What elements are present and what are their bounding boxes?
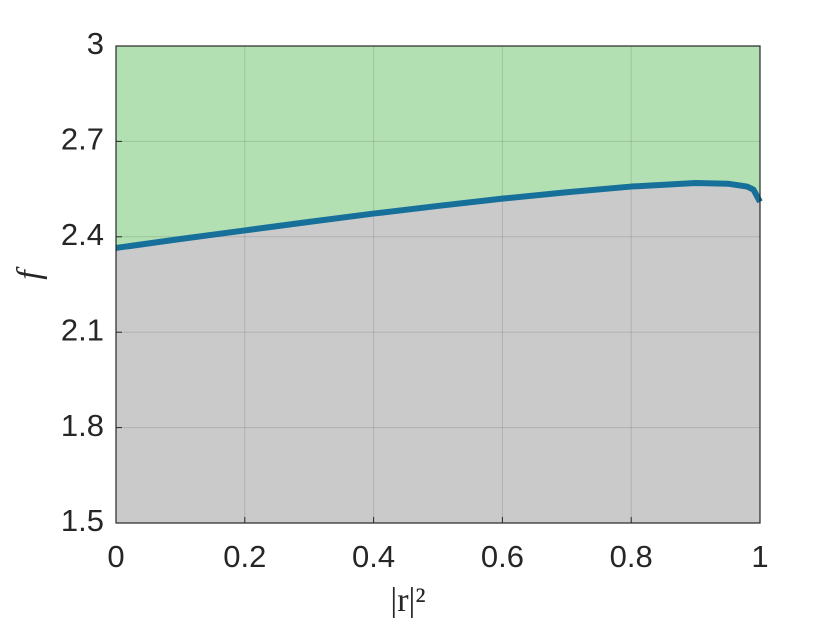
- y-tick-label: 2.7: [61, 122, 104, 157]
- x-tick-label: 0.4: [352, 539, 395, 574]
- y-axis-label: f: [11, 266, 48, 280]
- region-above: [116, 46, 760, 248]
- y-tick-label: 2.1: [61, 312, 104, 347]
- x-tick-label: 1: [751, 539, 768, 574]
- x-axis-label: |r|²: [390, 582, 425, 619]
- curve: [115, 180, 763, 251]
- y-tick-label: 1.8: [61, 408, 104, 443]
- y-tick-label: 3: [87, 26, 104, 61]
- region-below: [116, 183, 760, 524]
- plot-frame: [115, 45, 761, 524]
- x-tick-label: 0.2: [223, 539, 266, 574]
- y-tick-label: 1.5: [61, 503, 104, 538]
- x-tick-label: 0.8: [610, 539, 653, 574]
- y-tick-label: 2.4: [61, 217, 104, 252]
- x-tick-label: 0.6: [481, 539, 524, 574]
- x-tick-label: 0: [107, 539, 124, 574]
